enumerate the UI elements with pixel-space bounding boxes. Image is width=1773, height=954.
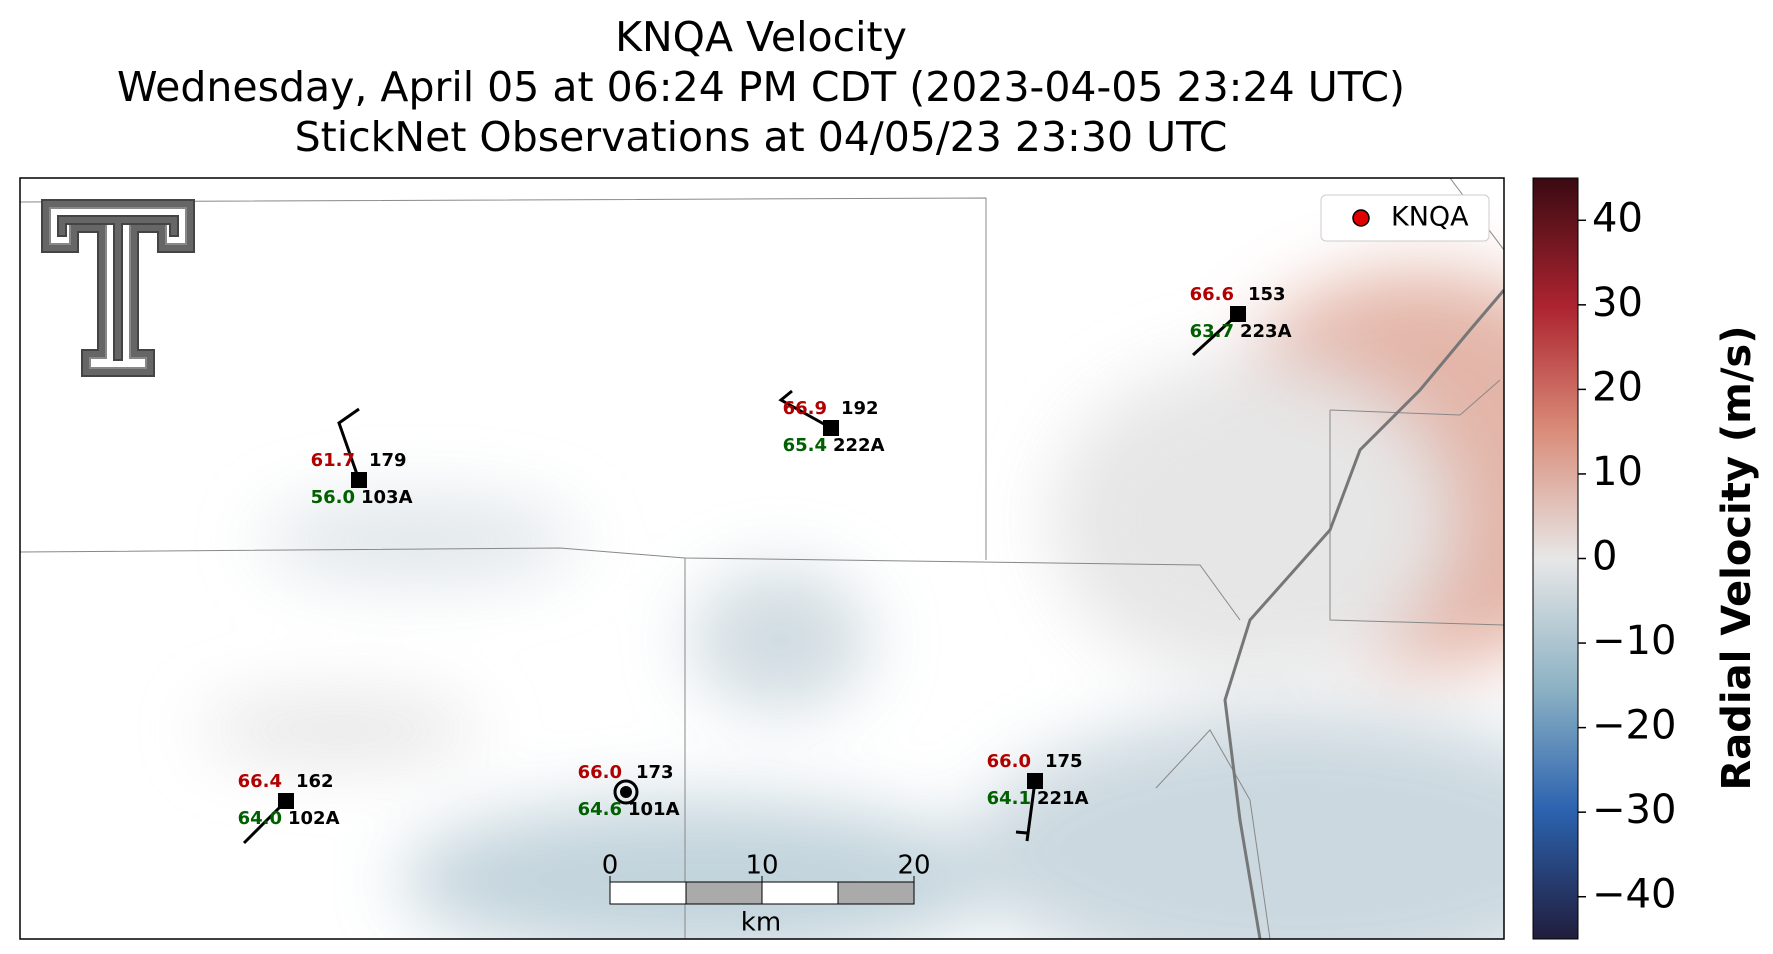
colorbar-tick-label: −40: [1592, 872, 1676, 918]
temperature: 66.4: [238, 771, 282, 792]
pressure: 173: [636, 762, 674, 783]
wind-barb: [337, 407, 361, 481]
station: 66.0 175 64.1 221A: [987, 751, 1089, 842]
legend-label: KNQA: [1391, 202, 1469, 233]
colorbar-tick-label: −30: [1592, 787, 1676, 833]
pressure: 153: [1248, 284, 1286, 305]
temperature: 66.6: [1190, 284, 1234, 305]
pressure: 192: [841, 398, 879, 419]
logo: [41, 199, 195, 377]
station-id: 222A: [833, 435, 885, 456]
temperature: 66.9: [783, 398, 827, 419]
temperature: 61.7: [311, 450, 355, 471]
wind-barb: [1015, 780, 1037, 842]
temperature: 66.0: [578, 762, 622, 783]
station: 66.6 153 63.7 223A: [1190, 284, 1292, 357]
title-line: StickNet Observations at 04/05/23 23:30 …: [295, 113, 1228, 161]
dewpoint: 65.4: [783, 435, 827, 456]
colorbar-tick-label: 20: [1592, 364, 1643, 410]
colorbar-tick-label: −10: [1592, 618, 1676, 664]
station-id: 102A: [288, 808, 340, 829]
station-marker: [1230, 306, 1246, 322]
station: 66.9 192 65.4 222A: [778, 389, 885, 456]
dewpoint: 64.6: [578, 799, 622, 820]
colorbar-tick-label: 30: [1592, 280, 1643, 326]
pressure: 162: [296, 771, 334, 792]
pressure: 175: [1045, 751, 1083, 772]
station-marker: [823, 420, 839, 436]
map-frame: [19, 177, 1505, 940]
station-marker: [278, 793, 294, 809]
dewpoint: 63.7: [1190, 321, 1234, 342]
pressure: 179: [369, 450, 407, 471]
colorbar-tick-label: −20: [1592, 703, 1676, 749]
station-marker: [351, 472, 367, 488]
wind-barb: [778, 389, 832, 430]
legend: KNQA: [1320, 194, 1490, 242]
scale-bar: km: [609, 881, 915, 938]
scale-tick-label: 0: [602, 851, 619, 881]
colorbar-tick-label: 10: [1592, 449, 1643, 495]
colorbar-tick-label: 40: [1592, 195, 1643, 241]
colorbar: [1532, 177, 1579, 940]
dewpoint: 64.0: [238, 808, 282, 829]
scale-tick-label: 20: [897, 851, 930, 881]
temperature: 66.0: [987, 751, 1031, 772]
title-line: KNQA Velocity: [615, 13, 907, 61]
station-id: 103A: [361, 487, 413, 508]
colorbar-tick-label: 0: [1592, 534, 1617, 580]
station: 66.4 162 64.0 102A: [238, 771, 340, 845]
scale-tick-label: 10: [745, 851, 778, 881]
dewpoint: 64.1: [987, 788, 1031, 809]
station-id: 221A: [1037, 788, 1089, 809]
title-line: Wednesday, April 05 at 06:24 PM CDT (202…: [117, 63, 1405, 111]
scale-unit: km: [741, 908, 781, 938]
calm-marker: [613, 779, 639, 805]
station: 66.0 173 64.6 101A: [578, 762, 680, 820]
legend-marker: [1352, 209, 1370, 227]
colorbar-label: Radial Velocity (m/s): [1714, 325, 1760, 790]
station-marker: [1027, 773, 1043, 789]
station-id: 223A: [1240, 321, 1292, 342]
radar-field: [20, 178, 1504, 939]
station-marker: [620, 786, 632, 798]
station-id: 101A: [628, 799, 680, 820]
station: 61.7 179 56.0 103A: [311, 407, 413, 508]
dewpoint: 56.0: [311, 487, 355, 508]
